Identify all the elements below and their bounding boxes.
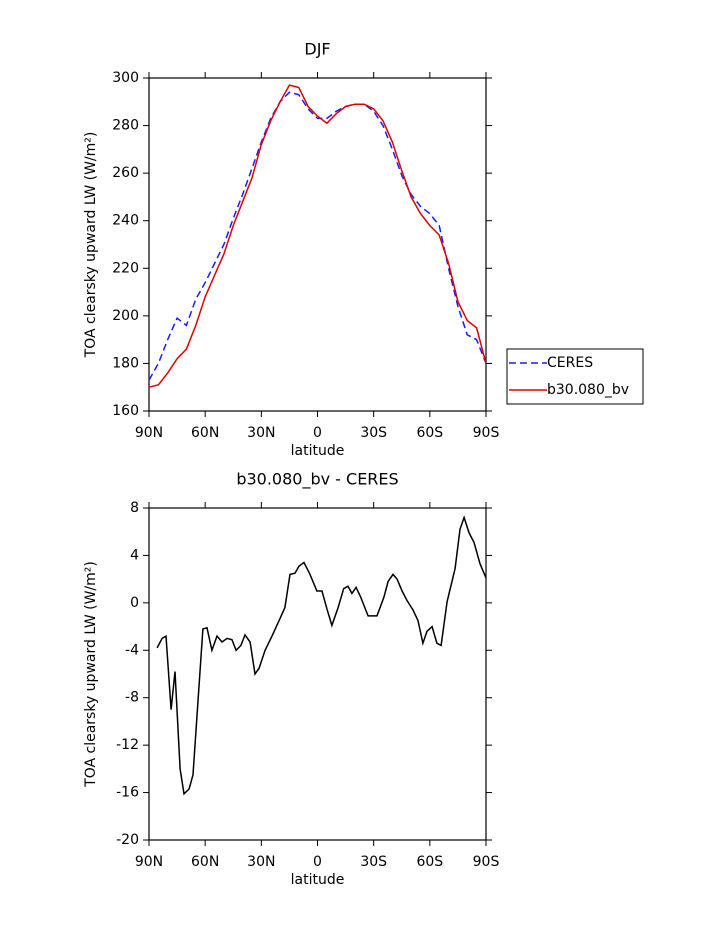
series-line [156,515,487,796]
y-axis-label: TOA clearsky upward LW (W/m²) [83,561,99,788]
y-tick-label: -20 [116,832,139,848]
x-tick-label: 90N [135,854,163,870]
legend-box [506,348,644,405]
x-tick-label: 30N [247,425,275,441]
x-tick-label: 60S [416,425,443,441]
x-tick-label: 30S [360,854,387,870]
plot-frame [148,77,487,412]
y-tick-label: 200 [112,308,139,324]
x-tick-label: 90N [135,425,163,441]
chart-title: b30.080_bv - CERES [236,470,398,490]
y-tick-label: 180 [112,355,139,371]
y-axis-label: TOA clearsky upward LW (W/m²) [83,132,99,359]
x-tick-label: 60N [191,425,219,441]
y-tick-label: 260 [112,165,139,181]
x-axis-label: latitude [291,872,345,888]
x-tick-label: 60N [191,854,219,870]
y-tick-label: 4 [130,547,139,563]
x-tick-label: 90S [473,854,500,870]
x-tick-label: 0 [313,425,322,441]
legend-label: CERES [547,355,593,371]
y-tick-label: -4 [125,642,139,658]
y-tick-label: -16 [116,785,139,801]
y-tick-label: 280 [112,118,139,134]
x-tick-label: 90S [473,425,500,441]
y-tick-label: 300 [112,70,139,86]
y-tick-label: 160 [112,403,139,419]
y-tick-label: 8 [130,500,139,516]
chart-title: DJF [304,40,330,59]
y-tick-label: -12 [116,737,139,753]
x-tick-label: 60S [416,854,443,870]
y-tick-label: -8 [125,690,139,706]
x-tick-label: 30S [360,425,387,441]
y-tick-label: 220 [112,260,139,276]
y-tick-label: 0 [130,595,139,611]
legend-label: b30.080_bv [547,382,629,398]
x-axis-label: latitude [291,443,345,459]
series-line [148,91,487,381]
x-tick-label: 30N [247,854,275,870]
x-tick-label: 0 [313,854,322,870]
series-line [148,84,487,388]
y-tick-label: 240 [112,213,139,229]
